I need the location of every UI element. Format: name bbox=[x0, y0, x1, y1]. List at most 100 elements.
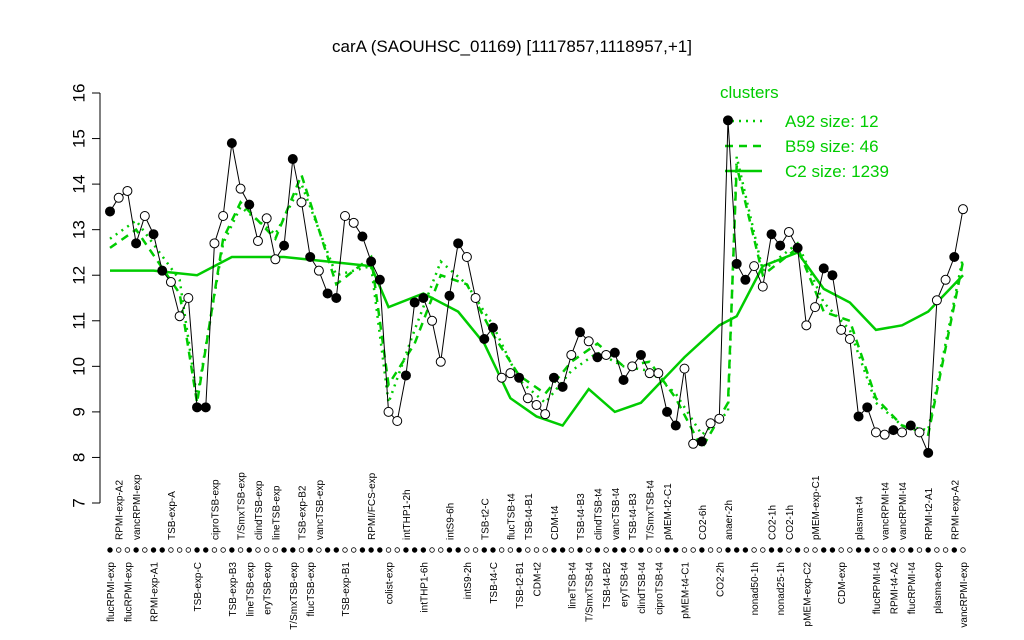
sample-point bbox=[914, 427, 925, 438]
x-tick-label: TSB-t2-B1 bbox=[515, 562, 526, 609]
sample-dot bbox=[716, 547, 722, 553]
sample-point bbox=[270, 254, 281, 265]
sample-dot bbox=[725, 547, 731, 553]
sample-dot bbox=[777, 547, 783, 553]
y-tick-label: 14 bbox=[69, 175, 88, 194]
sample-point bbox=[392, 416, 403, 426]
sample-dot bbox=[516, 547, 522, 553]
sample-dot bbox=[673, 547, 679, 553]
x-tick-label: flucRPMI-t4 bbox=[907, 562, 918, 615]
x-tick-label: RPMI/FCS-exp bbox=[367, 472, 378, 540]
sample-dot bbox=[864, 547, 870, 553]
x-tick-label: clindTSB-t4 bbox=[593, 488, 604, 540]
sample-dot bbox=[786, 547, 792, 553]
x-tick-label: T/SmxTSB-t4 bbox=[646, 480, 657, 540]
sample-dot bbox=[316, 547, 322, 553]
sample-dot bbox=[290, 547, 296, 553]
sample-point bbox=[775, 240, 786, 251]
sample-dot bbox=[942, 547, 949, 553]
sample-point bbox=[514, 372, 525, 383]
sample-point bbox=[200, 402, 211, 413]
sample-point bbox=[714, 413, 725, 424]
sample-point bbox=[400, 370, 411, 381]
x-tick-label: nonad25-1h bbox=[776, 562, 787, 615]
x-tick-label: TSB-exp-C bbox=[193, 562, 204, 611]
x-tick-label: CDM-t4 bbox=[550, 505, 561, 540]
sample-point bbox=[958, 204, 968, 215]
y-tick-label: 7 bbox=[69, 498, 88, 507]
legend-title: clusters bbox=[720, 83, 779, 102]
sample-point bbox=[418, 293, 429, 303]
sample-point bbox=[940, 274, 951, 285]
sample-point bbox=[722, 115, 733, 126]
legend-label: C2 size: 1239 bbox=[785, 162, 889, 181]
sample-dot bbox=[908, 547, 914, 553]
sample-point bbox=[801, 320, 812, 331]
sample-dot bbox=[359, 547, 366, 553]
sample-dot bbox=[211, 547, 218, 553]
sample-point bbox=[905, 420, 916, 431]
x-tick-label: intTHP1-6h bbox=[419, 562, 430, 613]
sample-point bbox=[879, 429, 890, 440]
x-tick-label: TSB-t4-B3 bbox=[628, 493, 639, 540]
x-tick-label: RPMI-exp-A2 bbox=[115, 480, 126, 540]
sample-point bbox=[897, 427, 908, 438]
sample-point bbox=[749, 261, 760, 272]
x-tick-label: vancTSB-exp bbox=[315, 480, 326, 540]
sample-point bbox=[844, 334, 855, 344]
sample-dot bbox=[472, 547, 479, 553]
sample-point bbox=[131, 238, 142, 249]
sample-dot bbox=[899, 547, 905, 553]
sample-point bbox=[340, 211, 351, 221]
sample-point bbox=[279, 240, 290, 251]
sample-dot bbox=[690, 547, 696, 553]
sample-point bbox=[383, 406, 394, 417]
sample-dot bbox=[960, 547, 966, 553]
sample-point bbox=[949, 252, 960, 262]
sample-point bbox=[827, 270, 838, 281]
sample-dot bbox=[342, 547, 348, 553]
sample-point bbox=[322, 288, 333, 299]
sample-point bbox=[287, 154, 298, 165]
sample-dot bbox=[237, 547, 244, 553]
x-tick-label: ciproTSB-t4 bbox=[654, 562, 665, 615]
sample-point bbox=[540, 409, 551, 420]
sample-dot bbox=[586, 547, 592, 553]
sample-point bbox=[662, 406, 673, 417]
sample-dot bbox=[498, 547, 505, 553]
x-tick-label: eryTSB-t4 bbox=[620, 562, 631, 607]
sample-dot bbox=[577, 547, 583, 553]
sample-dot bbox=[855, 547, 862, 553]
sample-point bbox=[653, 368, 664, 379]
sample-dot bbox=[455, 547, 461, 553]
x-tick-label: RPMI-exp-A2 bbox=[950, 480, 961, 540]
x-tick-label: vancTSB-t4 bbox=[611, 487, 622, 540]
sample-dot bbox=[281, 547, 287, 553]
x-tick-label: TSB-t4-B3 bbox=[576, 493, 587, 540]
sample-dot bbox=[159, 547, 165, 553]
sample-dot bbox=[629, 547, 635, 553]
sample-point bbox=[836, 324, 847, 335]
sample-dot bbox=[107, 547, 113, 553]
sample-point bbox=[113, 192, 124, 203]
y-tick-label: 16 bbox=[69, 84, 88, 103]
x-tick-label: TSB-t2-C bbox=[480, 498, 491, 540]
sample-dot bbox=[176, 547, 183, 553]
sample-dot bbox=[542, 547, 548, 553]
sample-point bbox=[218, 211, 229, 221]
sample-dot bbox=[246, 547, 252, 553]
sample-point bbox=[740, 274, 751, 285]
sample-dot bbox=[464, 547, 470, 553]
sample-dot bbox=[847, 547, 853, 553]
sample-point bbox=[888, 425, 899, 436]
y-tick-label: 12 bbox=[69, 266, 88, 285]
y-tick-label: 10 bbox=[69, 357, 88, 376]
sample-dot bbox=[525, 547, 531, 553]
sample-dot bbox=[481, 547, 487, 553]
sample-dot bbox=[438, 547, 444, 553]
sample-dot bbox=[377, 547, 383, 553]
x-tick-label: lineTSB-t4 bbox=[567, 562, 578, 609]
y-tick-label: 8 bbox=[69, 453, 88, 462]
x-tick-label: pMEM-exp-C2 bbox=[802, 562, 813, 627]
